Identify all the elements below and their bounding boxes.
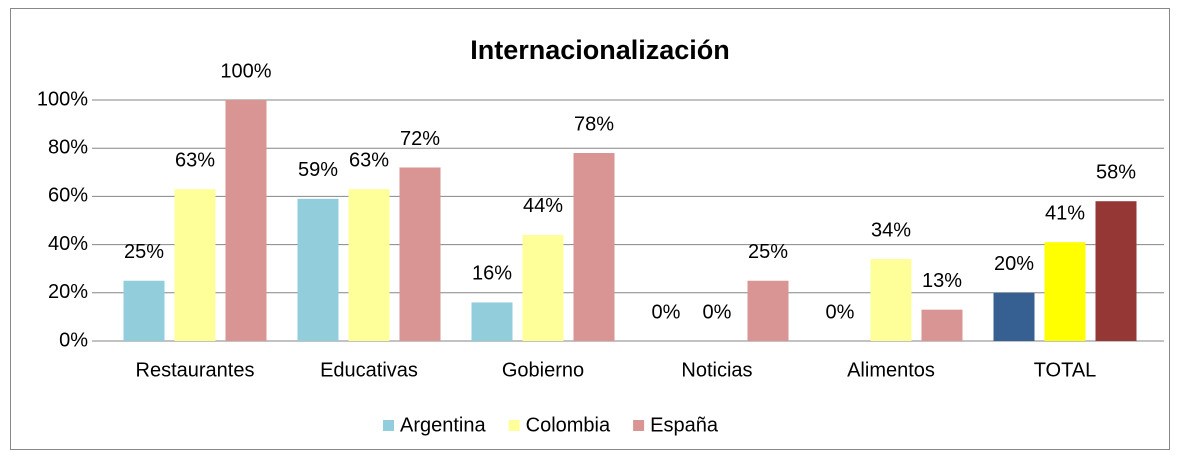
value-label: 13% bbox=[922, 270, 962, 292]
value-label: 44% bbox=[523, 195, 563, 217]
value-label: 16% bbox=[472, 263, 512, 285]
value-label: 20% bbox=[994, 253, 1034, 275]
value-label: 25% bbox=[748, 241, 788, 263]
value-label: 34% bbox=[871, 219, 911, 241]
bar bbox=[993, 292, 1035, 341]
y-tick-label: 60% bbox=[48, 185, 88, 207]
x-tick-label: Alimentos bbox=[847, 359, 935, 381]
bar bbox=[921, 309, 963, 341]
value-label: 63% bbox=[349, 149, 389, 171]
value-label: 58% bbox=[1096, 162, 1136, 184]
x-tick-label: Restaurantes bbox=[136, 359, 255, 381]
bar bbox=[1044, 242, 1086, 341]
legend-swatch bbox=[633, 420, 645, 431]
value-label: 100% bbox=[220, 60, 271, 82]
x-tick-label: TOTAL bbox=[1034, 359, 1097, 381]
value-label: 25% bbox=[124, 241, 164, 263]
bar bbox=[123, 280, 165, 341]
bar bbox=[870, 259, 912, 341]
value-label: 59% bbox=[298, 159, 338, 181]
value-label: 0% bbox=[652, 301, 681, 323]
bar bbox=[348, 189, 390, 341]
y-tick-label: 80% bbox=[48, 136, 88, 158]
legend-label: Colombia bbox=[526, 414, 611, 436]
bar bbox=[573, 153, 615, 341]
legend-label: Argentina bbox=[400, 414, 486, 436]
y-tick-label: 0% bbox=[59, 329, 88, 351]
value-label: 72% bbox=[400, 128, 440, 150]
value-label: 78% bbox=[574, 113, 614, 135]
bar bbox=[297, 198, 339, 341]
legend-label: España bbox=[650, 414, 719, 436]
legend-swatch bbox=[383, 420, 394, 431]
x-tick-label: Gobierno bbox=[502, 359, 584, 381]
bar bbox=[522, 234, 564, 341]
y-tick-label: 100% bbox=[37, 88, 88, 110]
y-tick-label: 20% bbox=[48, 281, 88, 303]
value-label: 0% bbox=[826, 301, 855, 323]
chart-title: Internacionalización bbox=[470, 35, 730, 65]
bar bbox=[225, 100, 267, 341]
value-label: 63% bbox=[175, 149, 215, 171]
value-label: 0% bbox=[703, 301, 732, 323]
bar bbox=[399, 167, 441, 341]
x-tick-label: Noticias bbox=[681, 359, 752, 381]
bar bbox=[1095, 201, 1137, 341]
value-label: 41% bbox=[1045, 202, 1085, 224]
y-tick-label: 40% bbox=[48, 233, 88, 255]
bar bbox=[471, 302, 513, 341]
bar bbox=[747, 280, 789, 341]
bar bbox=[174, 189, 216, 341]
x-tick-label: Educativas bbox=[320, 359, 418, 381]
legend-swatch bbox=[508, 420, 520, 431]
